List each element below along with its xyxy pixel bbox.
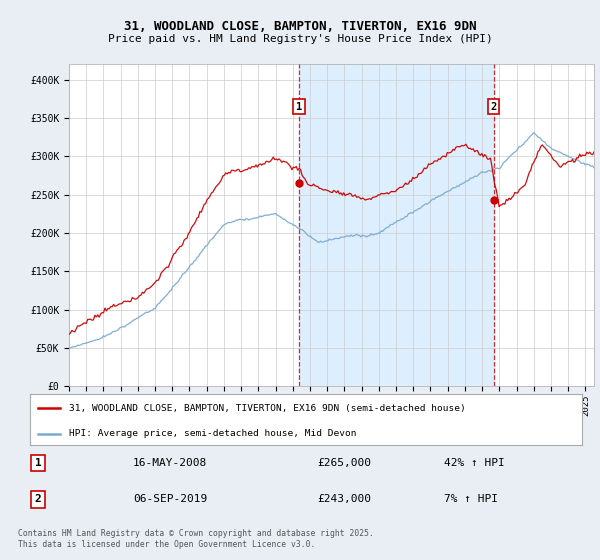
Text: 31, WOODLAND CLOSE, BAMPTON, TIVERTON, EX16 9DN: 31, WOODLAND CLOSE, BAMPTON, TIVERTON, E… [124, 20, 476, 32]
Text: Price paid vs. HM Land Registry's House Price Index (HPI): Price paid vs. HM Land Registry's House … [107, 34, 493, 44]
Text: 06-SEP-2019: 06-SEP-2019 [133, 494, 208, 505]
Text: 16-MAY-2008: 16-MAY-2008 [133, 458, 208, 468]
Text: 42% ↑ HPI: 42% ↑ HPI [444, 458, 505, 468]
Text: 2: 2 [35, 494, 41, 505]
Text: Contains HM Land Registry data © Crown copyright and database right 2025.
This d: Contains HM Land Registry data © Crown c… [18, 529, 374, 549]
Text: 1: 1 [35, 458, 41, 468]
Text: £265,000: £265,000 [317, 458, 371, 468]
Text: 1: 1 [296, 101, 302, 111]
Text: £243,000: £243,000 [317, 494, 371, 505]
Text: 31, WOODLAND CLOSE, BAMPTON, TIVERTON, EX16 9DN (semi-detached house): 31, WOODLAND CLOSE, BAMPTON, TIVERTON, E… [68, 404, 466, 413]
Bar [299, 64, 494, 386]
Text: 7% ↑ HPI: 7% ↑ HPI [444, 494, 498, 505]
Text: HPI: Average price, semi-detached house, Mid Devon: HPI: Average price, semi-detached house,… [68, 430, 356, 438]
Text: 2: 2 [491, 101, 497, 111]
